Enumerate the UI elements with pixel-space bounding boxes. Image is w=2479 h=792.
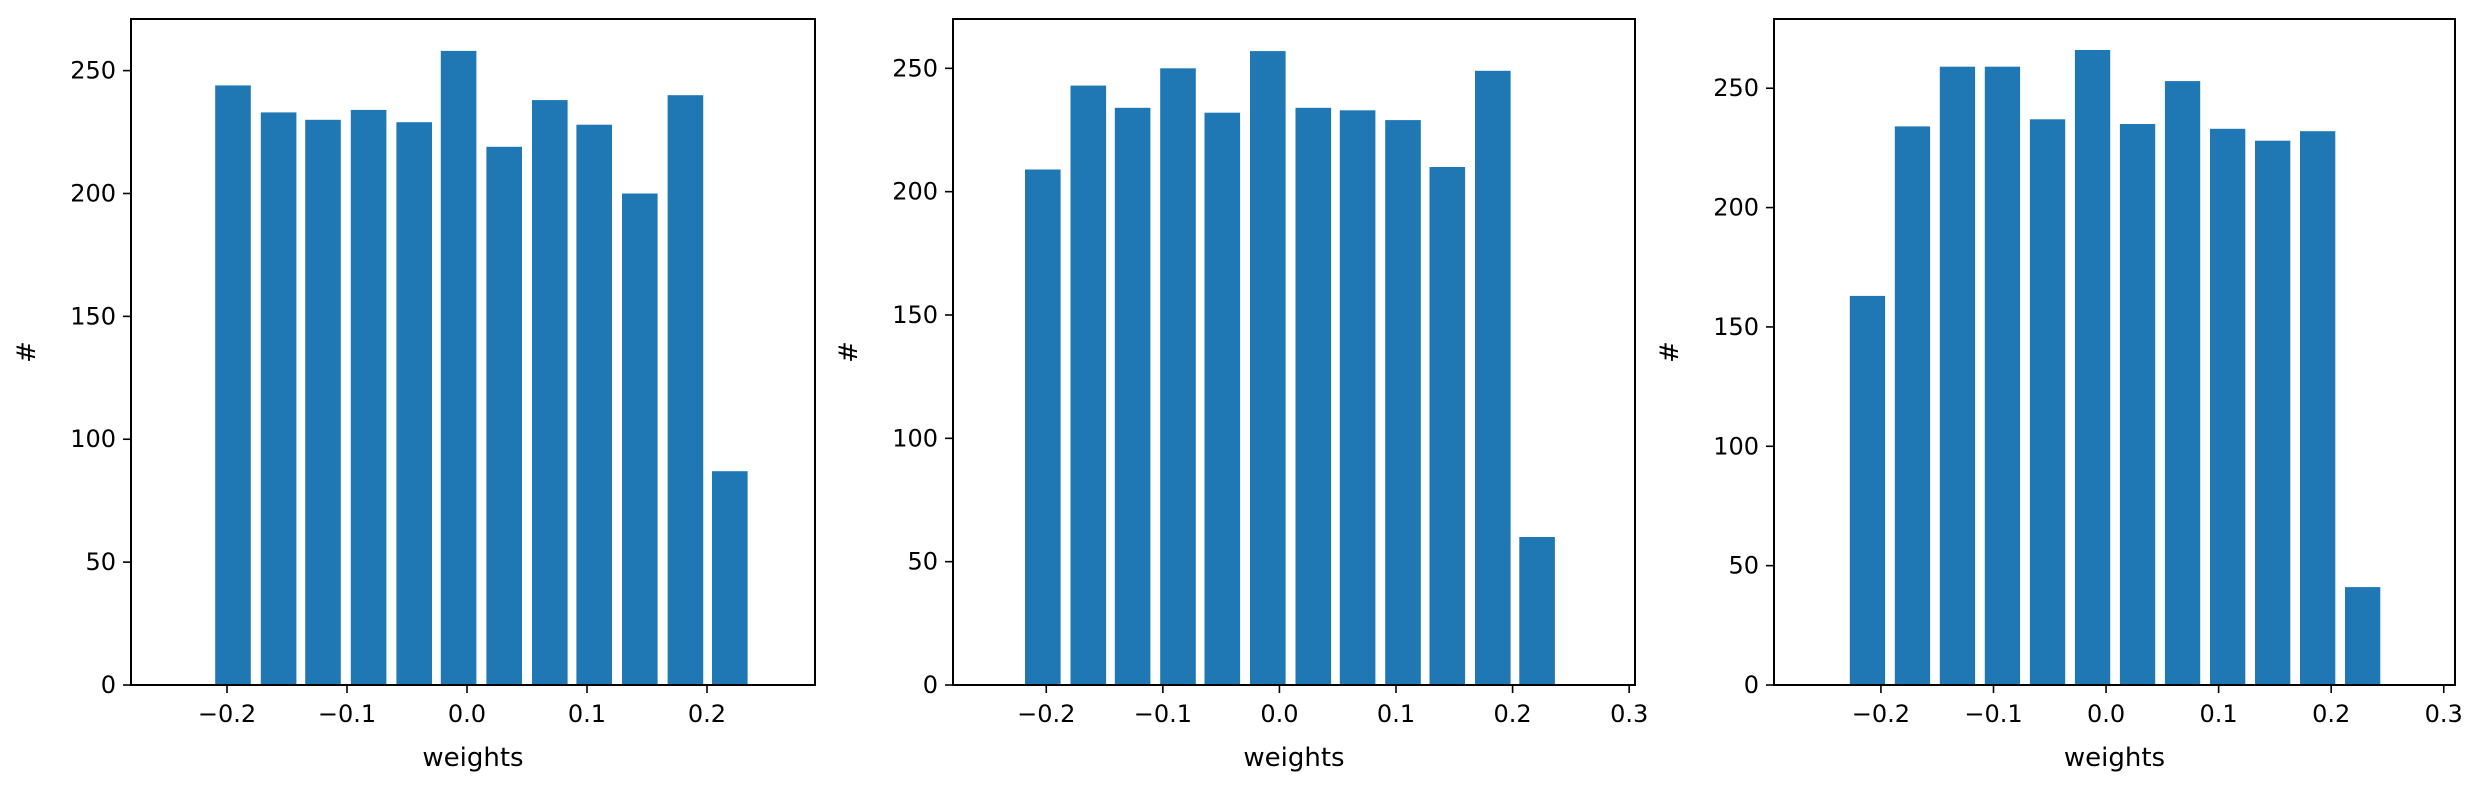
y-tick-label: 0 (923, 671, 938, 699)
x-tick-label: −0.2 (1017, 700, 1075, 728)
histogram-bar (1475, 70, 1511, 686)
histogram-bar (1070, 85, 1107, 686)
histogram-bar (712, 471, 748, 685)
axes-frame (952, 18, 1636, 686)
y-tick-label: 0 (101, 671, 116, 699)
histogram-bar (1894, 126, 1931, 685)
histogram-bar (1984, 66, 2021, 685)
histogram-bar (486, 146, 522, 686)
histogram-bar (1025, 169, 1061, 685)
histogram-bar (1429, 167, 1466, 685)
histogram-bar (215, 85, 251, 685)
histogram-bar (2164, 81, 2201, 686)
histogram-bar (576, 124, 612, 685)
y-axis-label: # (834, 341, 864, 363)
y-tick-label: 200 (892, 178, 938, 206)
histogram-bar (305, 119, 341, 686)
histogram-bar (2210, 128, 2246, 686)
histogram-bar (2119, 124, 2156, 685)
chart-panel-1: −0.2 −0.1 0.0 0.1 0.2 0 50 100 150 200 250 weights # (12, 18, 816, 773)
y-tick-label: 100 (892, 424, 938, 452)
x-tick-label: 0.0 (1260, 700, 1298, 728)
histogram-bar (622, 193, 658, 685)
histogram-bar (440, 50, 477, 685)
histogram-bar (2345, 587, 2381, 685)
chart-panel-2: −0.2 −0.1 0.0 0.1 0.2 0.3 0 50 100 150 200 250 weigh… (834, 18, 1648, 773)
x-tick-label: 0.0 (2087, 700, 2125, 728)
x-tick-label: −0.2 (198, 700, 256, 728)
y-tick-label: 250 (1713, 74, 1759, 102)
y-tick-label: 50 (1728, 552, 1759, 580)
x-tick-label: −0.1 (1964, 700, 2022, 728)
histogram-bar (1114, 107, 1151, 686)
x-tick-label: 0.1 (568, 700, 606, 728)
x-tick-label: 0.2 (688, 700, 726, 728)
x-axis-label: weights (2064, 743, 2165, 773)
y-tick-label: 150 (70, 302, 116, 330)
histogram-bar (1939, 66, 1976, 685)
y-tick-label: 200 (1713, 194, 1759, 222)
histogram-bar (2300, 131, 2336, 685)
histogram-bar (1250, 51, 1286, 686)
histogram-bar (1160, 68, 1196, 686)
histogram-bar (1339, 110, 1376, 686)
y-tick-label: 100 (1713, 432, 1759, 460)
histogram-bar (532, 100, 568, 686)
x-tick-label: 0.1 (2200, 700, 2238, 728)
x-tick-label: 0.2 (1494, 700, 1532, 728)
y-tick-label: 150 (1713, 313, 1759, 341)
y-axis-label: # (12, 341, 42, 363)
histogram-bar (1385, 120, 1421, 686)
axes-frame (130, 18, 816, 686)
y-tick-label: 200 (70, 179, 116, 207)
x-axis-label: weights (1243, 743, 1344, 773)
histogram-bar (1204, 112, 1241, 685)
histogram-bar (396, 122, 432, 685)
y-tick-label: 50 (907, 548, 938, 576)
x-tick-label: 0.3 (1610, 700, 1648, 728)
y-tick-label: 150 (892, 301, 938, 329)
x-tick-label: 0.3 (2425, 700, 2463, 728)
y-tick-label: 250 (892, 54, 938, 82)
histogram-bar (667, 95, 704, 685)
y-tick-label: 50 (85, 548, 116, 576)
y-tick-label: 100 (70, 425, 116, 453)
histogram-bar (1519, 537, 1555, 685)
axes-frame (1773, 18, 2456, 686)
x-tick-label: −0.1 (1134, 700, 1192, 728)
chart-panel-3: −0.2 −0.1 0.0 0.1 0.2 0.3 0 50 100 150 200 250 weigh… (1655, 18, 2463, 773)
x-tick-label: 0.0 (448, 700, 486, 728)
y-tick-label: 250 (70, 57, 116, 85)
x-tick-label: 0.1 (1377, 700, 1415, 728)
x-tick-label: 0.2 (2312, 700, 2350, 728)
histogram-bar (1295, 107, 1332, 686)
x-axis-label: weights (422, 743, 523, 773)
histogram-bar (2074, 50, 2111, 685)
y-tick-label: 0 (1744, 671, 1759, 699)
histogram-bar (2029, 119, 2066, 686)
x-tick-label: −0.1 (318, 700, 376, 728)
x-tick-label: −0.2 (1852, 700, 1910, 728)
histogram-bar (2255, 140, 2291, 685)
y-axis-label: # (1655, 341, 1685, 363)
histogram-bar (350, 109, 387, 685)
histogram-bar (1849, 295, 1886, 685)
histogram-bar (260, 112, 297, 685)
